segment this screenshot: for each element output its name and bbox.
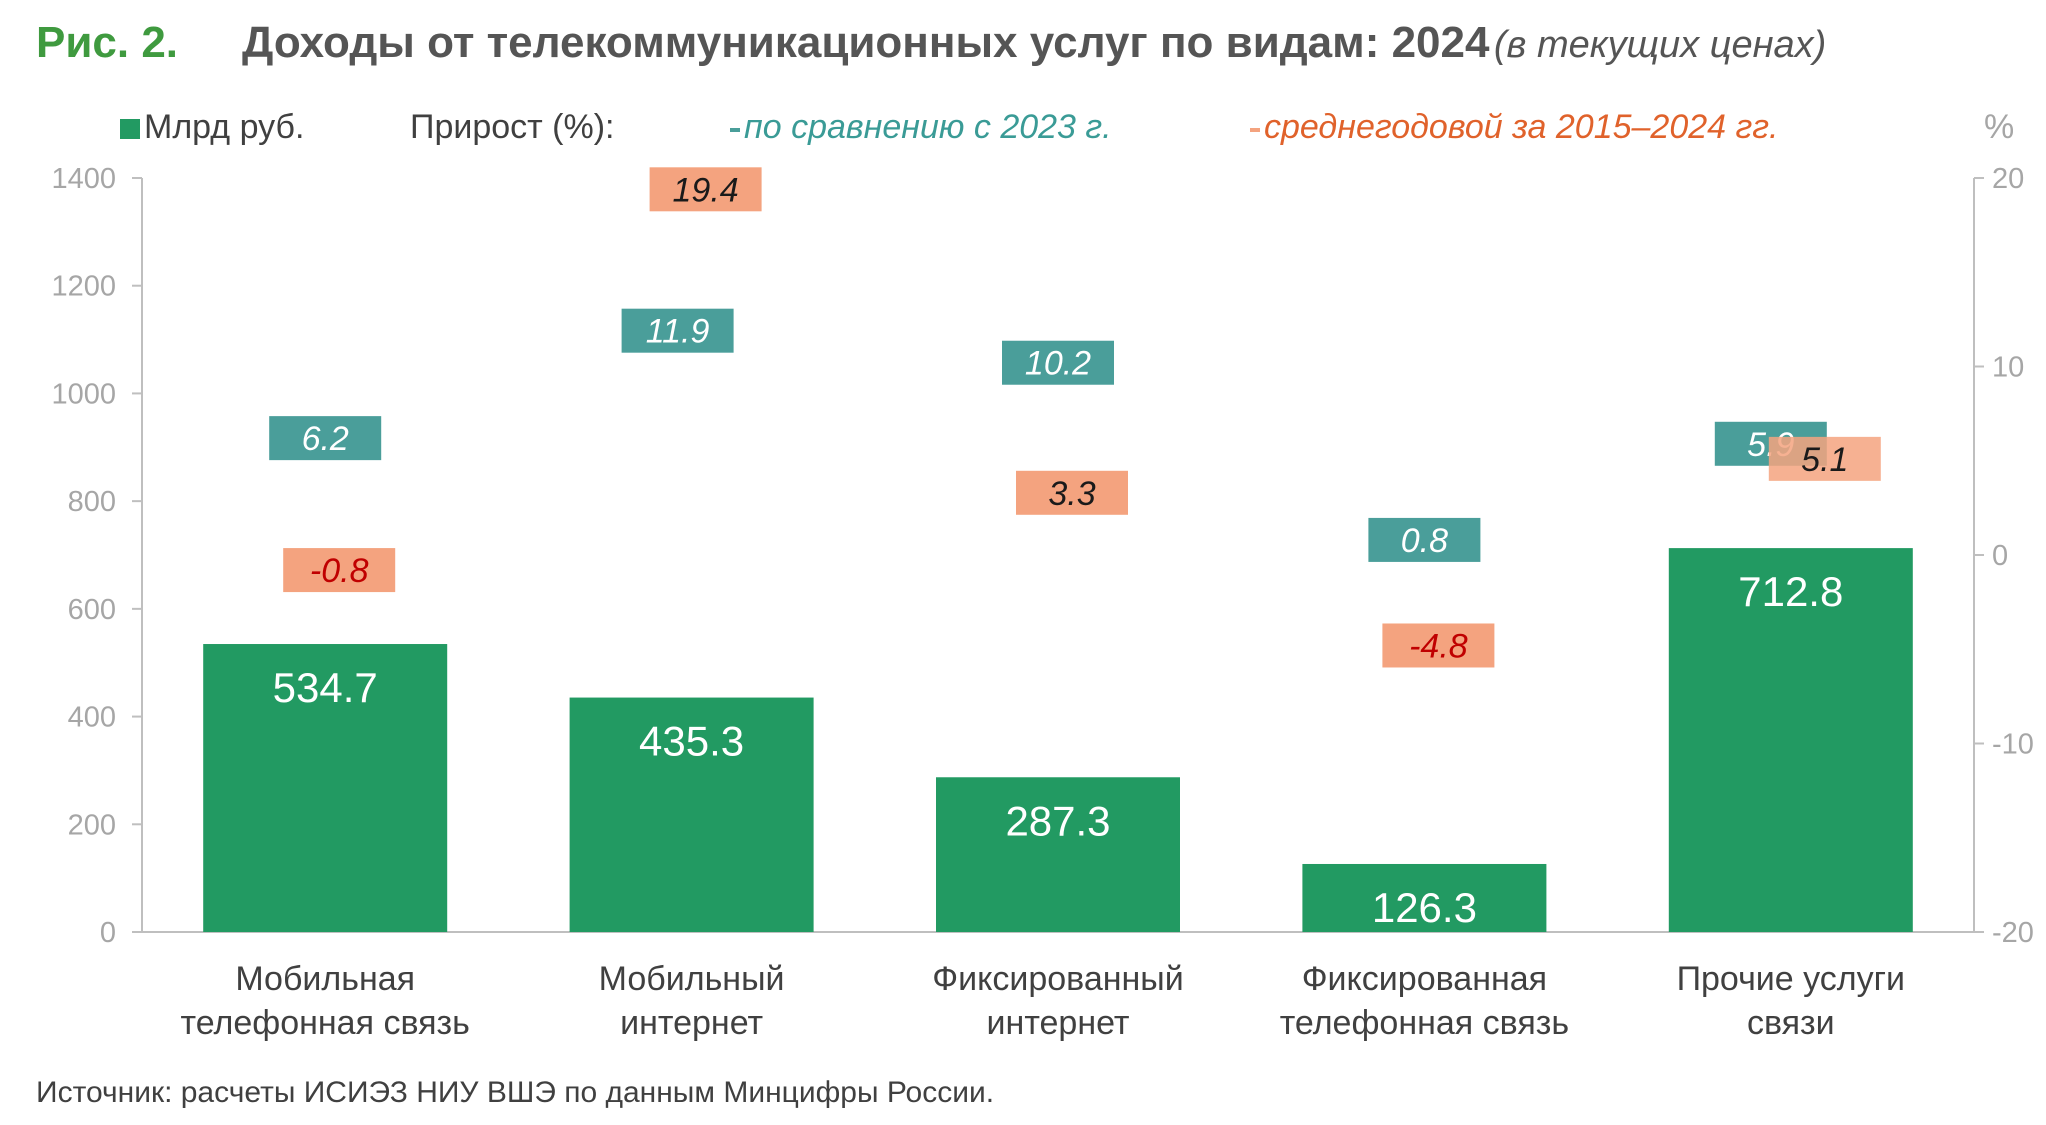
bar [569, 697, 814, 932]
bar [1668, 548, 1913, 932]
avg-growth-marker [1768, 436, 1881, 481]
x-tick-label-line: телефонная связь [181, 1004, 470, 1042]
bar-value-label: 287.3 [1005, 797, 1110, 844]
avg-growth-label: 3.3 [1048, 475, 1095, 513]
source-note: Источник: расчеты ИСИЭЗ НИУ ВШЭ по данны… [36, 1076, 995, 1109]
y-tick-label-left: 800 [68, 486, 116, 518]
x-tick-label: Мобильный интернет [599, 960, 785, 1042]
avg-growth-label: 5.1 [1801, 441, 1848, 479]
x-tick-label-line: Фиксированная [1302, 960, 1547, 998]
avg-growth-marker [649, 167, 762, 212]
bar-value-label: 126.3 [1372, 884, 1477, 931]
x-tick-label-line: интернет [987, 1004, 1130, 1042]
yoy-growth-label: 6.2 [302, 420, 349, 458]
y-tick-label-left: 0 [100, 917, 116, 949]
x-tick-label-line: Фиксированный [932, 960, 1183, 998]
yoy-growth-marker [1002, 340, 1114, 385]
bar [936, 777, 1180, 932]
legend-avg-swatch [1250, 128, 1260, 132]
avg-growth-label: -4.8 [1409, 627, 1468, 665]
legend-bars-label: Млрд руб. [144, 108, 305, 146]
bar-value-label: 712.8 [1738, 568, 1843, 615]
y-tick-label-left: 200 [68, 809, 116, 841]
x-tick-label: Мобильная телефонная связь [181, 960, 470, 1042]
chart-title-row: Рис. 2. Доходы от телекоммуникационных ус… [36, 18, 1826, 68]
yoy-growth-label: 10.2 [1025, 345, 1091, 383]
x-tick-label: Фиксированная телефонная связь [1280, 960, 1569, 1042]
y-tick-label-left: 600 [68, 594, 116, 626]
legend-avg-label: среднегодовой за 2015–2024 гг. [1264, 108, 1779, 146]
yoy-growth-marker [269, 416, 382, 461]
yoy-growth-label: 0.8 [1401, 522, 1448, 560]
yoy-growth-label: 11.9 [646, 313, 710, 351]
y-tick-label-left: 1200 [51, 271, 116, 303]
y-tick-label-left: 1400 [51, 163, 116, 195]
x-tick-label-line: Прочие услуги [1677, 960, 1905, 998]
chart-title: Доходы от телекоммуникационных услуг по … [242, 18, 1490, 67]
x-tick-label-line: телефонная связь [1280, 1004, 1569, 1042]
legend-growth-label: Прирост (%): [410, 108, 615, 146]
x-tick-label-line: Мобильная [235, 960, 415, 998]
x-tick-label: Прочие услуги связи [1677, 960, 1905, 1042]
y-tick-label-left: 1000 [51, 378, 116, 410]
yoy-growth-marker [1368, 517, 1481, 562]
bar [1302, 863, 1547, 932]
avg-growth-label: 19.4 [673, 171, 739, 209]
legend-bars-swatch [120, 119, 140, 139]
y-tick-label-right: -20 [1992, 917, 2034, 949]
chart-legend: Млрд руб. Прирост (%): по сравнению с 20… [0, 108, 2046, 156]
x-tick-label-line: Мобильный [599, 960, 785, 998]
bar-value-label: 435.3 [639, 718, 744, 765]
bar-value-label: 534.7 [273, 664, 378, 711]
y-tick-label-right: 10 [1992, 352, 2024, 384]
figure-number: Рис. 2. [36, 18, 179, 67]
avg-growth-marker [283, 548, 396, 593]
avg-growth-marker [1016, 470, 1128, 515]
avg-growth-label: -0.8 [310, 552, 369, 590]
y-tick-label-right: -10 [1992, 729, 2034, 761]
y-tick-label-left: 400 [68, 702, 116, 734]
legend-yoy-label: по сравнению с 2023 г. [744, 108, 1112, 146]
x-tick-label: Фиксированный интернет [932, 960, 1183, 1042]
chart-subtitle: (в текущих ценах) [1493, 24, 1827, 66]
bar [203, 644, 448, 932]
x-tick-label-line: интернет [620, 1004, 763, 1042]
right-axis-unit: % [1984, 108, 2015, 146]
avg-growth-marker [1382, 623, 1495, 668]
yoy-growth-marker [621, 308, 734, 353]
bar-chart: 0 200 400 600 800 1000 1200 1400 -20 -10 0 10 20 534.… [51, 163, 2034, 1042]
x-tick-label-line: связи [1747, 1004, 1835, 1042]
y-tick-label-right: 20 [1992, 163, 2024, 195]
y-tick-label-right: 0 [1992, 540, 2008, 572]
legend-yoy-swatch [730, 128, 740, 132]
